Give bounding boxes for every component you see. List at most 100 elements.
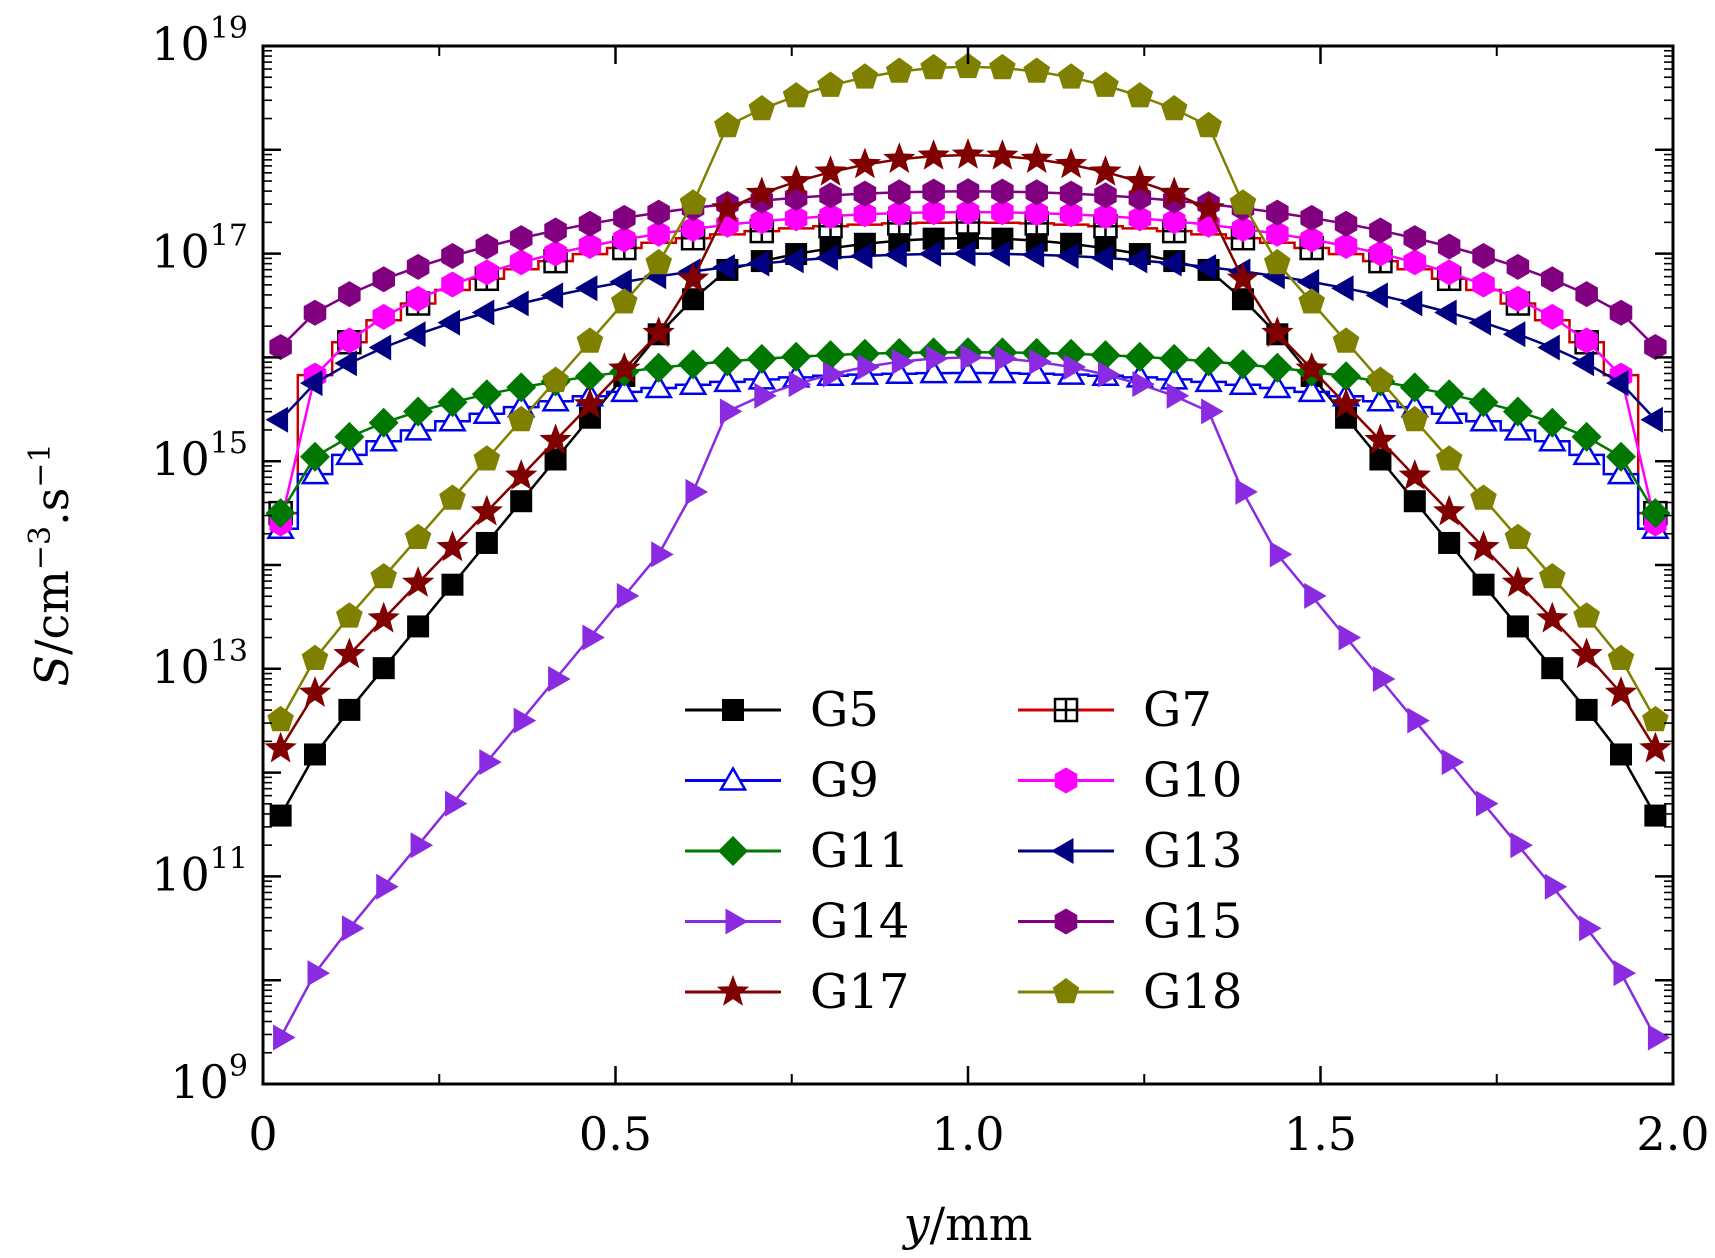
point-G18 (1023, 57, 1051, 83)
axis-layer: 0 0.5 1.0 1.5 2.0 109 1011 1013 1015 1017 1019 (151, 11, 1709, 1161)
point-G10 (372, 303, 395, 330)
point-G11 (574, 361, 605, 392)
point-G14 (754, 382, 777, 409)
point-G10 (1472, 271, 1495, 298)
point-G18 (1470, 484, 1497, 510)
point-G15 (888, 179, 911, 206)
series-G5 (269, 227, 1667, 827)
legend-entry-G10: G10 (1018, 753, 1242, 809)
point-G18 (1126, 82, 1154, 108)
point-G17 (848, 147, 882, 179)
point-G10 (681, 216, 705, 242)
point-G17 (505, 459, 538, 490)
point-G9 (1572, 440, 1601, 466)
point-G18 (301, 644, 329, 670)
point-G14 (994, 345, 1018, 372)
legend-label-G9: G9 (810, 753, 879, 809)
y-axis-exp1: −3 (23, 526, 58, 570)
point-G15 (1059, 180, 1083, 207)
y-axis-mid: .s (25, 488, 79, 526)
point-G18 (1332, 327, 1360, 353)
point-G15 (1300, 204, 1323, 231)
point-G17 (1467, 530, 1500, 562)
point-G13 (849, 243, 873, 269)
point-G9 (369, 426, 399, 452)
point-G18 (679, 189, 707, 215)
point-G11 (506, 372, 537, 403)
point-G11 (678, 349, 708, 380)
point-G17 (1364, 423, 1397, 455)
point-G13 (471, 299, 495, 326)
point-G10 (819, 203, 842, 230)
point-G18 (1092, 71, 1119, 97)
point-G11 (1502, 396, 1533, 427)
point-G13 (1502, 321, 1526, 348)
point-G18 (920, 53, 947, 80)
point-G9 (919, 358, 948, 384)
point-G18 (645, 248, 672, 275)
point-G17 (1639, 731, 1672, 763)
point-G17 (1536, 601, 1569, 633)
series-line-G5 (279, 236, 1657, 817)
legend-marker-G15 (1054, 908, 1078, 935)
point-G14 (857, 354, 880, 380)
legend-marker-G10 (1054, 767, 1078, 794)
point-G17 (745, 176, 778, 208)
point-G10 (1437, 259, 1461, 286)
point-G13 (506, 290, 529, 317)
point-G10 (1575, 327, 1598, 354)
point-G9 (1606, 459, 1636, 485)
point-G14 (1613, 960, 1636, 987)
point-G18 (1504, 523, 1532, 549)
point-G17 (1398, 459, 1431, 490)
point-G13 (746, 250, 770, 277)
legend-entry-G15: G15 (1018, 894, 1242, 950)
point-G11 (1124, 341, 1155, 372)
point-G10 (1231, 216, 1255, 242)
point-G5 (510, 490, 533, 513)
point-G5 (1541, 657, 1564, 680)
point-G18 (267, 705, 294, 732)
point-G15 (509, 225, 533, 252)
point-G9 (644, 373, 673, 399)
point-G9 (1503, 415, 1533, 441)
point-G18 (989, 53, 1016, 80)
point-G13 (1056, 243, 1079, 269)
point-G18 (507, 405, 535, 432)
point-G18 (817, 71, 844, 97)
point-G14 (307, 960, 330, 987)
point-G18 (748, 95, 776, 121)
point-G11 (1537, 407, 1568, 438)
point-G13 (1193, 254, 1217, 281)
point-G14 (1166, 382, 1190, 409)
legend-entry-G13: G13 (1018, 823, 1242, 879)
point-G14 (616, 582, 640, 609)
legend-marker-G17 (716, 975, 750, 1006)
point-G17 (1054, 147, 1088, 179)
legend-marker-G11 (718, 836, 748, 866)
point-G10 (578, 233, 602, 259)
point-G10 (544, 240, 567, 267)
point-G9 (988, 358, 1017, 384)
point-G18 (1160, 95, 1188, 121)
point-G10 (406, 285, 430, 312)
point-G15 (269, 334, 292, 360)
point-G10 (853, 201, 877, 228)
point-G5 (338, 698, 361, 721)
point-G15 (1094, 182, 1117, 209)
point-G14 (1235, 478, 1258, 505)
point-G17 (711, 191, 744, 223)
point-G17 (1020, 142, 1053, 173)
point-G14 (376, 873, 399, 900)
x-axis-var: y (902, 1197, 931, 1251)
point-G9 (1469, 406, 1498, 432)
point-G15 (991, 178, 1014, 205)
point-G13 (265, 406, 289, 433)
point-G15 (1334, 210, 1358, 237)
point-G18 (1642, 705, 1669, 732)
point-G9 (1366, 386, 1395, 412)
point-G10 (956, 199, 980, 226)
point-G14 (1098, 361, 1121, 388)
x-tick-label-4: 2.0 (1636, 1107, 1709, 1161)
